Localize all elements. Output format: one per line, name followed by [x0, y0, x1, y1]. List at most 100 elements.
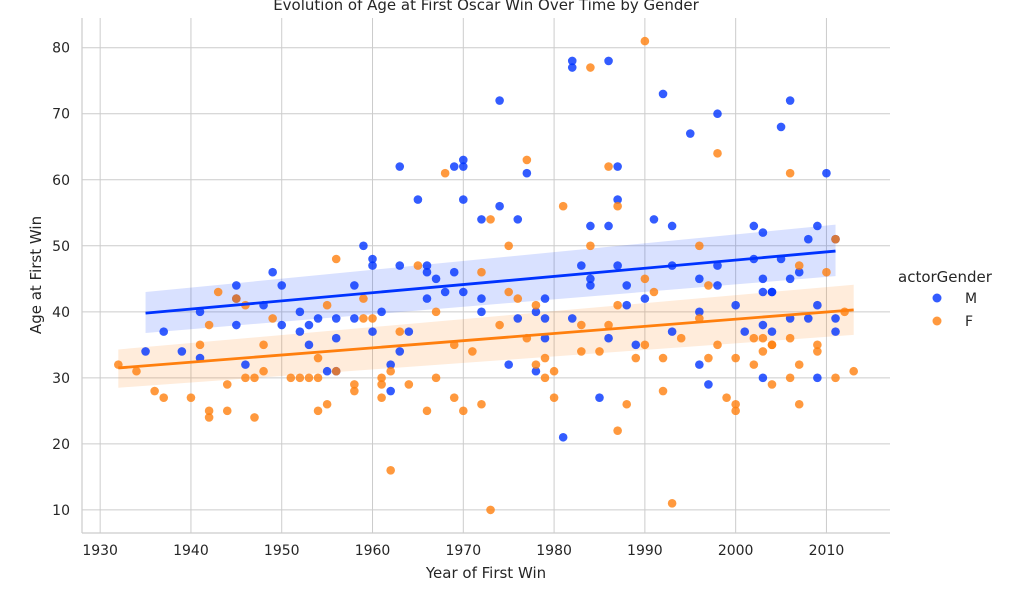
data-point-f: [713, 340, 722, 350]
data-point-m: [540, 333, 550, 343]
data-point-f: [250, 413, 259, 422]
data-point-m: [577, 261, 586, 270]
data-point-f: [195, 340, 205, 350]
data-point-m: [803, 314, 813, 323]
data-point-m: [477, 215, 486, 224]
data-point-m: [604, 333, 613, 343]
data-point-m: [522, 168, 532, 178]
data-point-m: [277, 320, 287, 330]
data-point-m: [331, 314, 341, 323]
data-point-f: [658, 386, 668, 396]
confidence-band-m: [145, 224, 836, 333]
data-point-f: [513, 294, 523, 303]
data-point-f: [549, 366, 559, 376]
data-point-m: [604, 221, 613, 231]
data-point-f: [649, 287, 659, 297]
data-point-m: [803, 234, 813, 244]
data-point-m: [794, 267, 804, 277]
data-point-f: [322, 399, 332, 409]
data-point-m: [704, 380, 713, 389]
data-point-m: [459, 155, 468, 165]
data-point-f: [486, 215, 495, 224]
data-point-f: [794, 360, 804, 369]
data-point-f: [767, 380, 777, 389]
data-point-m: [767, 287, 777, 297]
data-point-f: [377, 393, 386, 402]
data-point-f: [667, 498, 677, 508]
data-point-m: [232, 281, 241, 290]
data-point-m: [622, 300, 632, 310]
data-point-f: [259, 340, 268, 350]
data-point-f: [477, 267, 486, 277]
data-point-m: [350, 281, 359, 290]
data-point-m: [613, 195, 622, 204]
data-point-f: [313, 406, 323, 416]
data-point-m: [477, 294, 486, 303]
x-tick-label: 1930: [82, 543, 118, 559]
data-point-m: [368, 327, 377, 336]
data-point-m: [368, 254, 377, 264]
data-point-m: [567, 56, 577, 66]
data-point-f: [695, 241, 704, 251]
data-point-m: [604, 56, 613, 66]
data-point-m: [713, 281, 722, 290]
data-point-m: [449, 267, 459, 277]
data-point-f: [232, 294, 241, 303]
data-point-m: [495, 96, 504, 105]
data-point-f: [322, 300, 332, 310]
y-tick-label: 30: [52, 371, 70, 387]
y-tick-label: 50: [52, 239, 70, 255]
data-point-m: [395, 162, 405, 171]
data-point-m: [295, 327, 305, 336]
data-point-f: [531, 300, 541, 310]
data-point-f: [540, 353, 550, 363]
data-point-f: [522, 155, 532, 165]
data-point-m: [785, 96, 795, 105]
data-point-f: [440, 168, 450, 178]
data-point-f: [486, 505, 495, 515]
data-point-m: [295, 307, 305, 317]
data-point-m: [377, 307, 386, 317]
data-point-m: [785, 274, 795, 284]
data-point-f: [295, 373, 305, 383]
data-point-m: [758, 373, 768, 383]
data-point-m: [504, 360, 513, 369]
confidence-band-f: [118, 284, 854, 388]
data-point-f: [259, 366, 268, 376]
data-point-m: [822, 168, 831, 178]
data-point-m: [232, 320, 241, 330]
data-point-f: [831, 234, 840, 244]
data-point-f: [549, 393, 559, 402]
data-point-m: [404, 327, 414, 336]
data-point-f: [813, 340, 822, 350]
data-point-f: [577, 320, 586, 330]
data-point-m: [567, 314, 577, 323]
data-point-f: [785, 373, 795, 383]
data-point-f: [749, 360, 759, 369]
data-point-f: [222, 380, 232, 389]
legend-marker-f: [932, 316, 942, 326]
data-point-f: [640, 36, 650, 46]
data-point-m: [831, 327, 840, 336]
data-point-f: [849, 366, 858, 376]
data-point-f: [386, 366, 395, 376]
data-point-f: [785, 168, 795, 178]
data-point-m: [477, 307, 486, 317]
data-point-f: [731, 399, 740, 409]
data-point-m: [313, 314, 323, 323]
data-point-m: [695, 360, 704, 369]
data-point-m: [713, 261, 722, 270]
data-point-m: [422, 267, 432, 277]
data-point-f: [132, 366, 141, 376]
data-point-m: [304, 320, 314, 330]
data-point-f: [731, 353, 740, 363]
data-point-f: [794, 399, 804, 409]
data-point-m: [359, 241, 368, 251]
data-point-f: [722, 393, 731, 402]
data-point-f: [622, 399, 632, 409]
data-point-m: [386, 360, 395, 369]
y-tick-label: 70: [52, 107, 70, 123]
data-point-f: [395, 327, 405, 336]
y-tick-label: 10: [52, 503, 70, 519]
data-point-m: [422, 294, 432, 303]
